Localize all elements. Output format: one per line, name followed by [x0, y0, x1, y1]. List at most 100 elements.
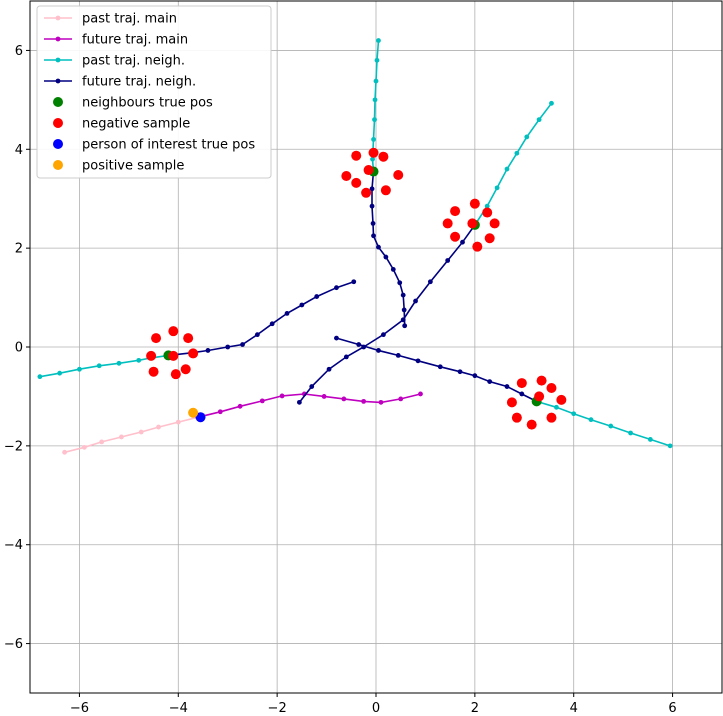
series-line — [298, 224, 476, 403]
series-line — [168, 281, 355, 357]
x-tick-label: 0 — [372, 701, 380, 716]
series-point — [519, 391, 525, 397]
series-point — [381, 332, 386, 338]
person-of-interest-point-group — [195, 412, 206, 423]
series-future-traj-main — [195, 391, 423, 420]
series-point — [217, 409, 223, 415]
x-tick-label: 6 — [668, 701, 676, 716]
negative-sample-point — [368, 147, 379, 158]
series-point — [413, 298, 418, 304]
series-point — [119, 434, 124, 440]
series-point — [395, 353, 401, 358]
negative-sample-point — [516, 378, 527, 389]
negative-sample-point — [450, 231, 461, 242]
series-point — [138, 429, 144, 435]
series-point — [401, 307, 407, 313]
series-point — [326, 366, 332, 372]
legend-dot-swatch — [53, 118, 63, 128]
negative-sample-point — [450, 206, 461, 217]
series-point — [554, 404, 559, 410]
series-future-traj-neigh — [334, 335, 540, 404]
negative-sample-point — [393, 169, 404, 180]
negative-sample-point — [442, 218, 453, 229]
negative-sample-point — [380, 185, 391, 196]
legend-label: neighbours true pos — [82, 96, 213, 111]
positive-sample-point-group — [188, 407, 199, 418]
series-point — [96, 363, 102, 369]
series-point — [269, 321, 275, 327]
legend-dot-swatch — [53, 139, 63, 149]
series-point — [62, 449, 67, 455]
series-point — [156, 424, 161, 430]
negative-sample-point — [546, 383, 557, 394]
negative-sample-point — [351, 177, 362, 188]
series-point — [371, 233, 376, 239]
legend-dot-swatch — [53, 97, 63, 107]
series-point — [472, 373, 478, 379]
negative-sample-point — [489, 218, 500, 229]
legend-marker — [55, 36, 61, 42]
series-point — [494, 185, 500, 191]
legend-label: past traj. main — [82, 12, 177, 27]
series-point — [99, 439, 105, 445]
legend-marker — [55, 15, 61, 21]
legend-item: future traj. neigh. — [44, 75, 196, 90]
legend-label: positive sample — [82, 159, 184, 174]
negative-sample-point — [506, 397, 517, 408]
series-point — [254, 332, 260, 338]
series-point — [369, 203, 375, 209]
series-point — [237, 403, 243, 409]
series-point — [136, 357, 142, 363]
negative-sample-point — [484, 233, 495, 244]
legend-item: positive sample — [53, 159, 184, 174]
series-point — [351, 279, 357, 285]
legend-label: past traj. neigh. — [82, 54, 185, 69]
series-point — [378, 399, 384, 405]
negative-sample-point — [363, 165, 374, 176]
series-point — [504, 384, 510, 389]
series-point — [415, 358, 421, 364]
negative-sample-point — [341, 170, 352, 181]
negative-sample-point — [546, 412, 557, 423]
negative-sample-point — [534, 391, 545, 402]
positive-sample-point — [188, 407, 199, 418]
negative-sample-point — [168, 350, 179, 361]
series-point — [400, 317, 406, 323]
series-line — [336, 337, 537, 403]
series-point — [376, 244, 381, 250]
legend-item: past traj. main — [44, 12, 177, 27]
series-point — [445, 258, 451, 263]
y-tick-label: −6 — [4, 637, 23, 652]
series-point — [667, 443, 673, 449]
series-point — [37, 374, 43, 380]
negative-sample-point — [467, 218, 478, 229]
series-layer — [37, 38, 673, 455]
series-line — [371, 171, 406, 326]
negative-sample-point — [168, 326, 179, 337]
series-point — [504, 166, 510, 172]
points-layer — [146, 147, 567, 430]
negative-sample-point — [378, 151, 389, 162]
x-tick-label: −2 — [268, 701, 287, 716]
negative-sample-point — [482, 207, 493, 218]
negative-sample-point — [556, 394, 567, 405]
series-point — [383, 254, 389, 260]
legend-label: negative sample — [82, 117, 190, 132]
series-point — [608, 423, 614, 429]
grid — [30, 1, 722, 693]
series-point — [57, 370, 63, 376]
negative-sample-point — [183, 333, 194, 344]
series-point — [356, 342, 362, 347]
series-point — [341, 396, 347, 402]
series-point — [514, 150, 520, 156]
legend-marker — [55, 57, 61, 63]
negative-sample-point — [151, 333, 162, 344]
series-point — [309, 384, 315, 389]
axis-ticks: −6 −4 −2 0 2 4 6 −6 −4 −2 0 2 4 6 — [4, 44, 677, 716]
series-point — [372, 117, 377, 123]
series-line — [536, 400, 671, 447]
series-point — [81, 444, 87, 450]
series-point — [398, 396, 404, 402]
negative-sample-point — [351, 150, 362, 161]
series-point — [259, 398, 265, 404]
